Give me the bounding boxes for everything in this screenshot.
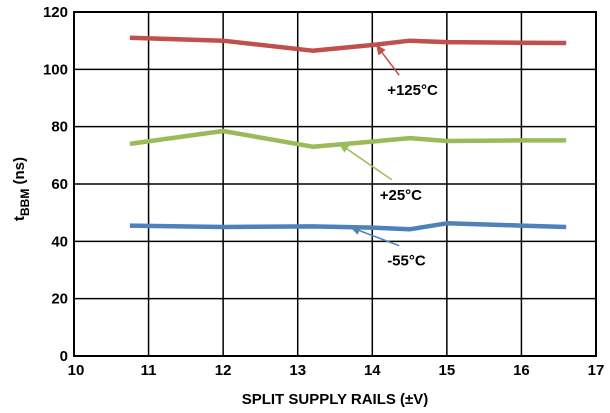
y-axis-title-main: t [11, 216, 28, 221]
series-layer [129, 35, 567, 232]
annotation-arrowhead [338, 143, 350, 153]
y-axis-title-subscript: BBM [18, 189, 32, 216]
x-tick-label: 13 [289, 362, 306, 379]
x-axis-title: SPLIT SUPPLY RAILS (±V) [242, 391, 429, 408]
annotation-label-1: +25°C [380, 187, 422, 204]
x-tick-label: 10 [68, 362, 85, 379]
series-line-1 [129, 128, 567, 149]
grid [73, 11, 597, 357]
series-line-2 [129, 221, 567, 232]
annotation-label-2: -55°C [387, 253, 426, 270]
annotation-arrow-line [338, 142, 393, 181]
y-tick-label: 100 [43, 61, 68, 78]
y-tick-label: 0 [60, 348, 68, 365]
annotation-arrowhead [349, 226, 361, 235]
x-tick-label: 14 [364, 362, 381, 379]
y-axis-title: tBBM (ns) [11, 157, 32, 221]
x-tick-label: 17 [588, 362, 605, 379]
annotation-arrowhead [376, 44, 386, 56]
y-tick-label: 40 [51, 233, 68, 250]
plot-frame [73, 11, 597, 357]
x-tick-label: 15 [439, 362, 456, 379]
annotation-layer: +125°C +25°C -55°C [338, 44, 438, 270]
y-tick-label: 60 [51, 176, 68, 193]
tick-labels: 10 11 12 13 14 15 16 17 0 20 40 60 80 100 120 [43, 4, 604, 379]
x-tick-label: 16 [513, 362, 530, 379]
y-tick-label: 120 [43, 4, 68, 21]
x-tick-label: 12 [215, 362, 232, 379]
y-tick-label: 80 [51, 119, 68, 136]
annotation-label-0: +125°C [387, 82, 438, 99]
y-tick-label: 20 [51, 291, 68, 308]
y-axis-title-unit: (ns) [11, 157, 28, 189]
x-tick-label: 11 [141, 362, 157, 379]
series-line-0 [129, 35, 567, 53]
